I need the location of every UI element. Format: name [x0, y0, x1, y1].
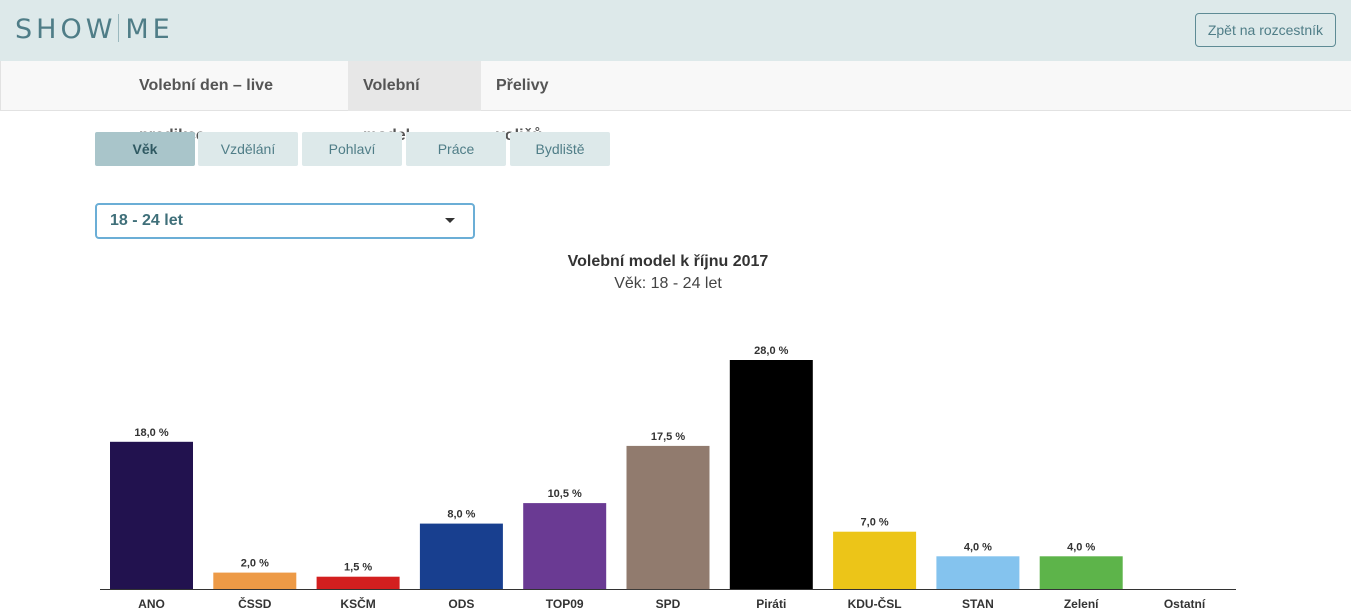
x-tick-label: KDU-ČSL	[848, 596, 902, 611]
bar[interactable]	[626, 445, 710, 590]
x-tick-label: ANO	[138, 597, 165, 611]
subtab-residence[interactable]: Bydliště	[510, 132, 610, 166]
logo-text-left: SHOW	[15, 14, 117, 45]
tab-election-model[interactable]: Volební model	[348, 61, 481, 144]
x-tick-label: Zelení	[1064, 597, 1099, 611]
x-tick-label: TOP09	[546, 597, 584, 611]
bar[interactable]	[110, 441, 193, 589]
data-label: 17,5 %	[651, 431, 685, 443]
chart-subtitle: Věk: 18 - 24 let	[614, 275, 722, 292]
bar[interactable]	[419, 523, 503, 589]
data-label: 2,0 %	[241, 558, 269, 570]
main-nav: Volební den – live predikce Volební mode…	[0, 61, 1351, 144]
age-group-select-value: 18 - 24 let	[110, 212, 183, 229]
data-label: 28,0 %	[754, 345, 788, 357]
subtab-education[interactable]: Vzdělání	[198, 132, 298, 166]
data-label: 18,0 %	[134, 427, 168, 439]
bar[interactable]	[936, 556, 1020, 589]
x-tick-label: Piráti	[756, 597, 786, 611]
logo-text-right: ME	[125, 14, 174, 45]
bar[interactable]	[729, 360, 813, 589]
bar[interactable]	[1039, 556, 1123, 589]
data-label: 4,0 %	[1067, 541, 1095, 553]
bar[interactable]	[316, 576, 400, 589]
back-to-crossroads-button[interactable]: Zpět na rozcestník	[1194, 13, 1336, 47]
x-tick-label: Ostatní	[1164, 597, 1206, 611]
data-label: 4,0 %	[964, 541, 992, 553]
x-tick-label: ODS	[448, 597, 474, 611]
bar[interactable]	[213, 572, 297, 589]
x-tick-label: STAN	[962, 597, 994, 611]
bar[interactable]	[833, 531, 917, 589]
age-group-select[interactable]: 18 - 24 let	[95, 203, 475, 239]
x-tick-label: SPD	[656, 597, 681, 611]
data-label: 7,0 %	[861, 517, 889, 529]
x-tick-label: ČSSD	[238, 596, 272, 611]
subtab-age[interactable]: Věk	[95, 132, 195, 166]
chevron-down-icon	[445, 218, 455, 223]
data-label: 10,5 %	[548, 488, 582, 500]
chart-title: Volební model k říjnu 2017	[567, 253, 769, 270]
x-tick-label: KSČM	[340, 596, 375, 611]
subtab-gender[interactable]: Pohlaví	[302, 132, 402, 166]
data-label: 1,5 %	[344, 562, 372, 574]
app-header: SHOW ME Zpět na rozcestník	[0, 0, 1351, 61]
logo[interactable]: SHOW ME	[15, 14, 174, 45]
bar[interactable]	[523, 503, 607, 589]
data-label: 8,0 %	[447, 509, 475, 521]
subtab-work[interactable]: Práce	[406, 132, 506, 166]
logo-separator	[118, 14, 120, 42]
